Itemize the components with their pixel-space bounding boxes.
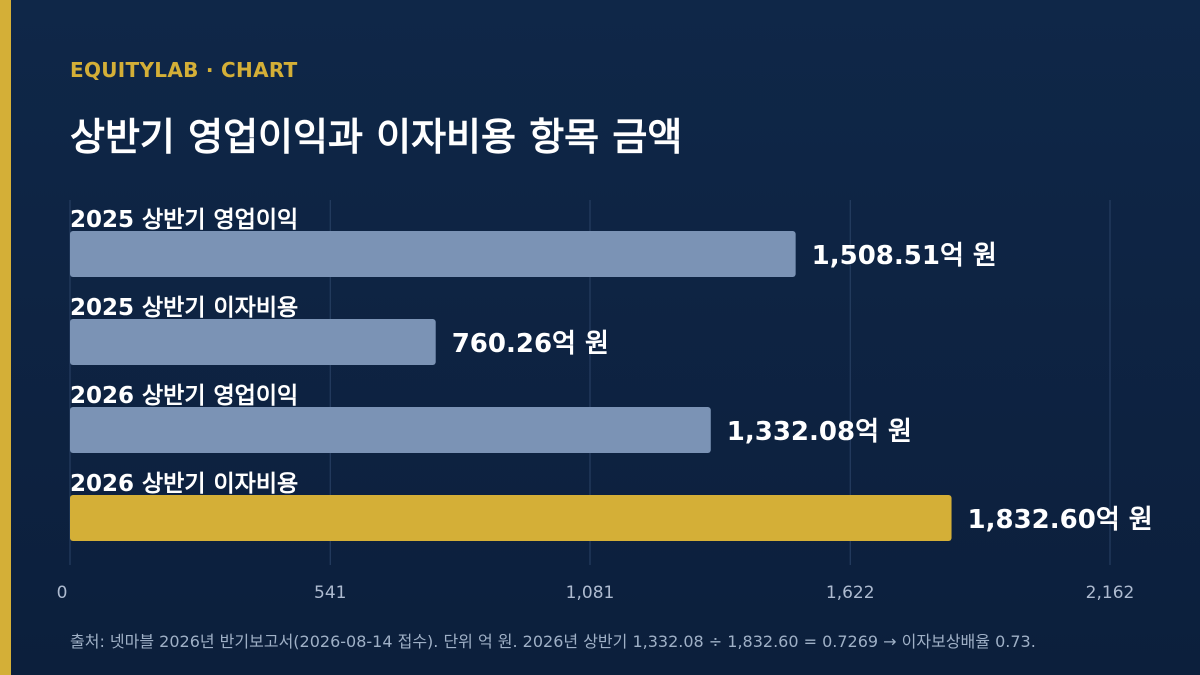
bar (70, 495, 952, 541)
value-label: 760.26억 원 (452, 329, 609, 359)
bar (70, 319, 436, 365)
bar (70, 407, 711, 453)
x-tick-label: 2,162 (1086, 583, 1135, 603)
category-label: 2025 상반기 이자비용 (70, 295, 298, 321)
value-label: 1,332.08억 원 (727, 417, 912, 447)
value-label: 1,508.51억 원 (812, 241, 997, 271)
source-footnote: 출처: 넷마블 2026년 반기보고서(2026-08-14 접수). 단위 억… (70, 632, 1036, 651)
x-tick-label: 541 (314, 583, 346, 603)
chart-title: 상반기 영업이익과 이자비용 항목 금액 (70, 115, 683, 159)
x-tick-label: 0 (57, 583, 68, 603)
value-label: 1,832.60억 원 (968, 505, 1153, 535)
category-label: 2025 상반기 영업이익 (70, 207, 298, 233)
kicker-label: EQUITYLAB · CHART (70, 58, 298, 82)
bar (70, 231, 796, 277)
category-label: 2026 상반기 이자비용 (70, 471, 298, 497)
x-tick-label: 1,081 (566, 583, 615, 603)
x-tick-label: 1,622 (826, 583, 875, 603)
accent-bar (0, 0, 11, 675)
category-label: 2026 상반기 영업이익 (70, 383, 298, 409)
